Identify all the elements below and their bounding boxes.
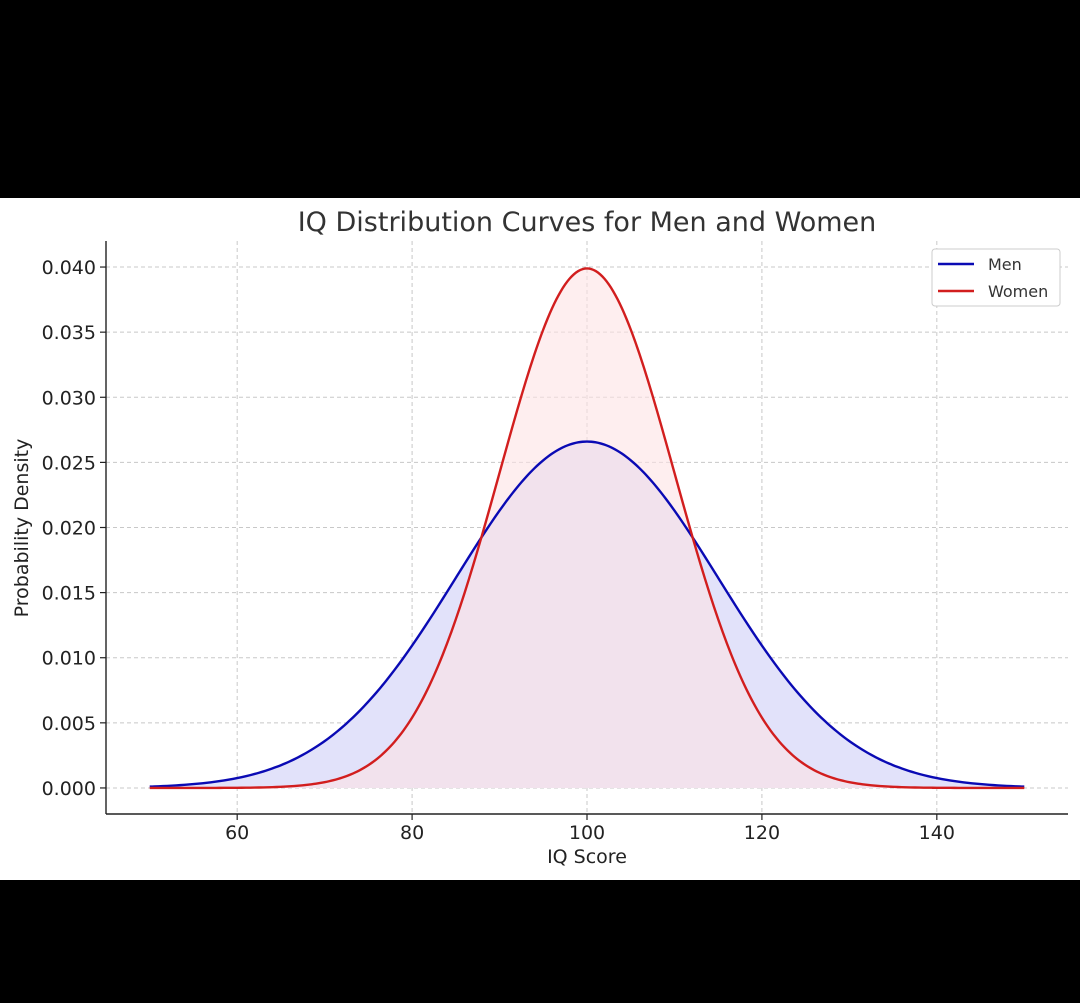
chart-title: IQ Distribution Curves for Men and Women — [298, 207, 877, 238]
x-tick-label: 120 — [744, 822, 780, 844]
y-tick-label: 0.000 — [42, 778, 96, 800]
series-layer — [149, 267, 1025, 790]
x-tick-label: 60 — [225, 822, 249, 844]
series-area-women — [149, 268, 1025, 788]
legend-label-women: Women — [988, 282, 1048, 301]
y-axis-title: Probability Density — [11, 439, 33, 618]
x-tick-label: 140 — [919, 822, 955, 844]
chart-svg: IQ Distribution Curves for Men and Women… — [11, 207, 1068, 868]
y-tick-label: 0.025 — [42, 452, 96, 474]
y-tick-label: 0.035 — [42, 322, 96, 344]
x-axis-title: IQ Score — [547, 846, 627, 868]
chart-figure: IQ Distribution Curves for Men and Women… — [0, 198, 1080, 880]
y-tick-label: 0.010 — [42, 648, 96, 670]
y-tick-label: 0.015 — [42, 583, 96, 605]
axis-layer: 60 80 100 120 140 0.000 0.005 0.010 0.015 0.020 0.… — [42, 241, 1068, 844]
y-tick-label: 0.005 — [42, 713, 96, 735]
y-tick-label: 0.040 — [42, 257, 96, 279]
y-tick-label: 0.030 — [42, 387, 96, 409]
legend-label-men: Men — [988, 255, 1022, 274]
x-tick-label: 80 — [400, 822, 424, 844]
series-line-men — [149, 440, 1025, 788]
legend: Men Women — [931, 248, 1061, 307]
y-tick-label: 0.020 — [42, 518, 96, 540]
x-tick-label: 100 — [569, 822, 605, 844]
series-line-women — [149, 267, 1025, 790]
